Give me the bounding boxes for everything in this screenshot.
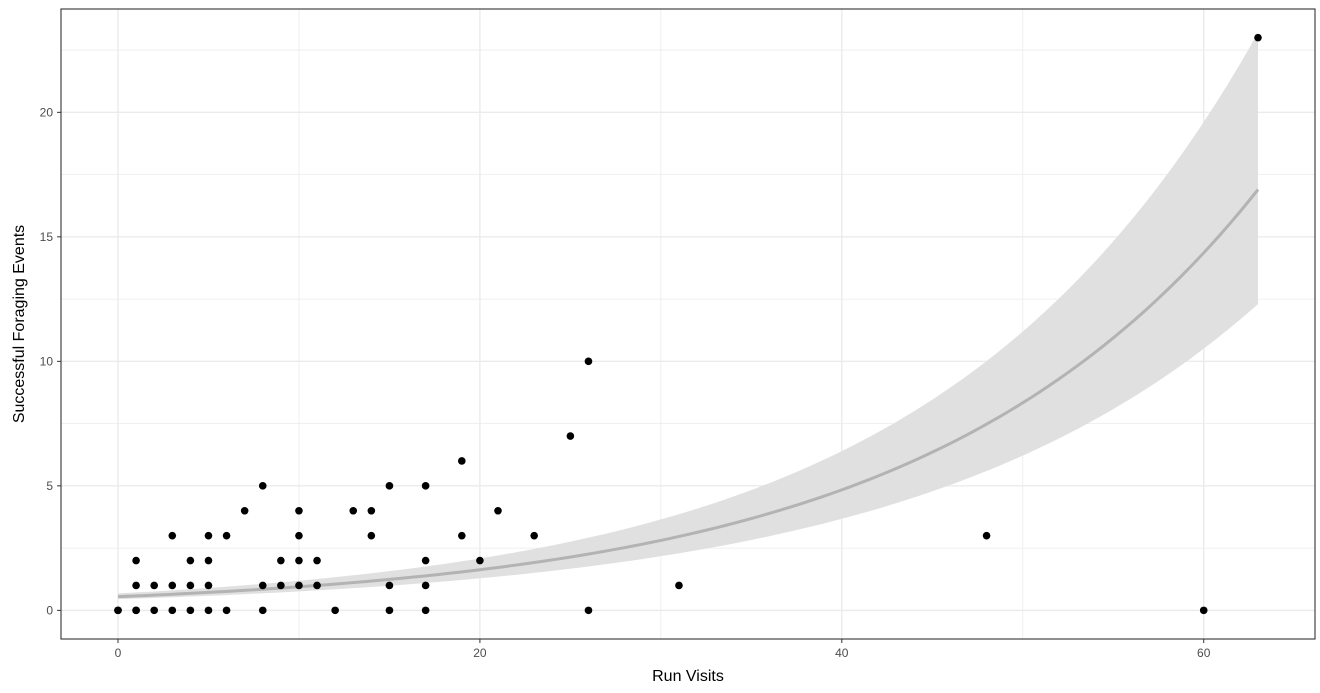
data-point	[150, 606, 158, 615]
data-point	[277, 581, 285, 590]
data-point	[421, 581, 430, 590]
data-point	[222, 606, 231, 615]
y-tick-label: 0	[46, 603, 53, 617]
data-point	[295, 581, 303, 590]
x-tick-label: 20	[473, 646, 487, 660]
data-point	[421, 482, 430, 490]
data-point	[982, 531, 991, 540]
y-tick-label: 20	[40, 105, 54, 119]
data-point	[168, 606, 177, 615]
data-point	[385, 581, 394, 590]
data-point	[204, 606, 213, 615]
grid-minor	[61, 9, 1315, 639]
data-point	[295, 531, 303, 540]
data-point	[186, 556, 195, 565]
data-point	[476, 556, 484, 565]
data-point	[385, 606, 394, 615]
data-point	[258, 482, 267, 490]
x-axis-ticks: 0 20 40 60	[115, 639, 1211, 660]
data-point	[494, 506, 502, 515]
data-point	[150, 581, 158, 590]
y-axis-title: Successful Foraging Events	[11, 225, 28, 423]
data-point	[584, 357, 593, 366]
data-point	[204, 531, 213, 540]
data-points	[114, 33, 1262, 615]
data-point	[168, 531, 177, 540]
data-point	[114, 606, 122, 615]
data-point	[566, 432, 575, 440]
data-point	[295, 556, 303, 565]
confidence-band	[118, 32, 1258, 600]
x-tick-label: 40	[835, 646, 849, 660]
data-point	[132, 556, 140, 565]
data-point	[186, 581, 195, 590]
data-point	[132, 581, 140, 590]
fit-line	[117, 188, 1260, 599]
data-point	[1199, 606, 1208, 615]
data-point	[367, 531, 376, 540]
data-point	[204, 581, 213, 590]
y-tick-label: 10	[40, 354, 54, 368]
x-tick-label: 60	[1197, 646, 1211, 660]
data-point	[204, 556, 213, 565]
data-point	[313, 556, 321, 565]
data-point	[168, 581, 177, 590]
data-point	[258, 581, 267, 590]
x-axis-title: Run Visits	[652, 668, 724, 685]
data-point	[313, 581, 321, 590]
data-point	[258, 606, 267, 615]
data-point	[349, 506, 358, 515]
data-point	[367, 506, 376, 515]
data-point	[458, 457, 466, 465]
data-point	[186, 606, 195, 615]
data-point	[530, 531, 538, 540]
y-axis-ticks: 0 5 10 15 20	[40, 105, 61, 617]
data-point	[584, 606, 593, 615]
x-tick-label: 0	[115, 646, 122, 660]
data-point	[240, 506, 249, 515]
data-point	[277, 556, 285, 565]
y-tick-label: 15	[40, 230, 54, 244]
data-point	[458, 531, 466, 540]
data-point	[1254, 33, 1262, 42]
y-tick-label: 5	[46, 479, 53, 493]
data-point	[132, 606, 140, 615]
panel-border	[60, 8, 1316, 640]
data-point	[331, 606, 339, 615]
data-point	[421, 556, 430, 565]
data-point	[675, 581, 683, 590]
data-point	[295, 506, 303, 515]
data-point	[222, 531, 231, 540]
data-point	[421, 606, 430, 615]
data-point	[385, 482, 394, 490]
